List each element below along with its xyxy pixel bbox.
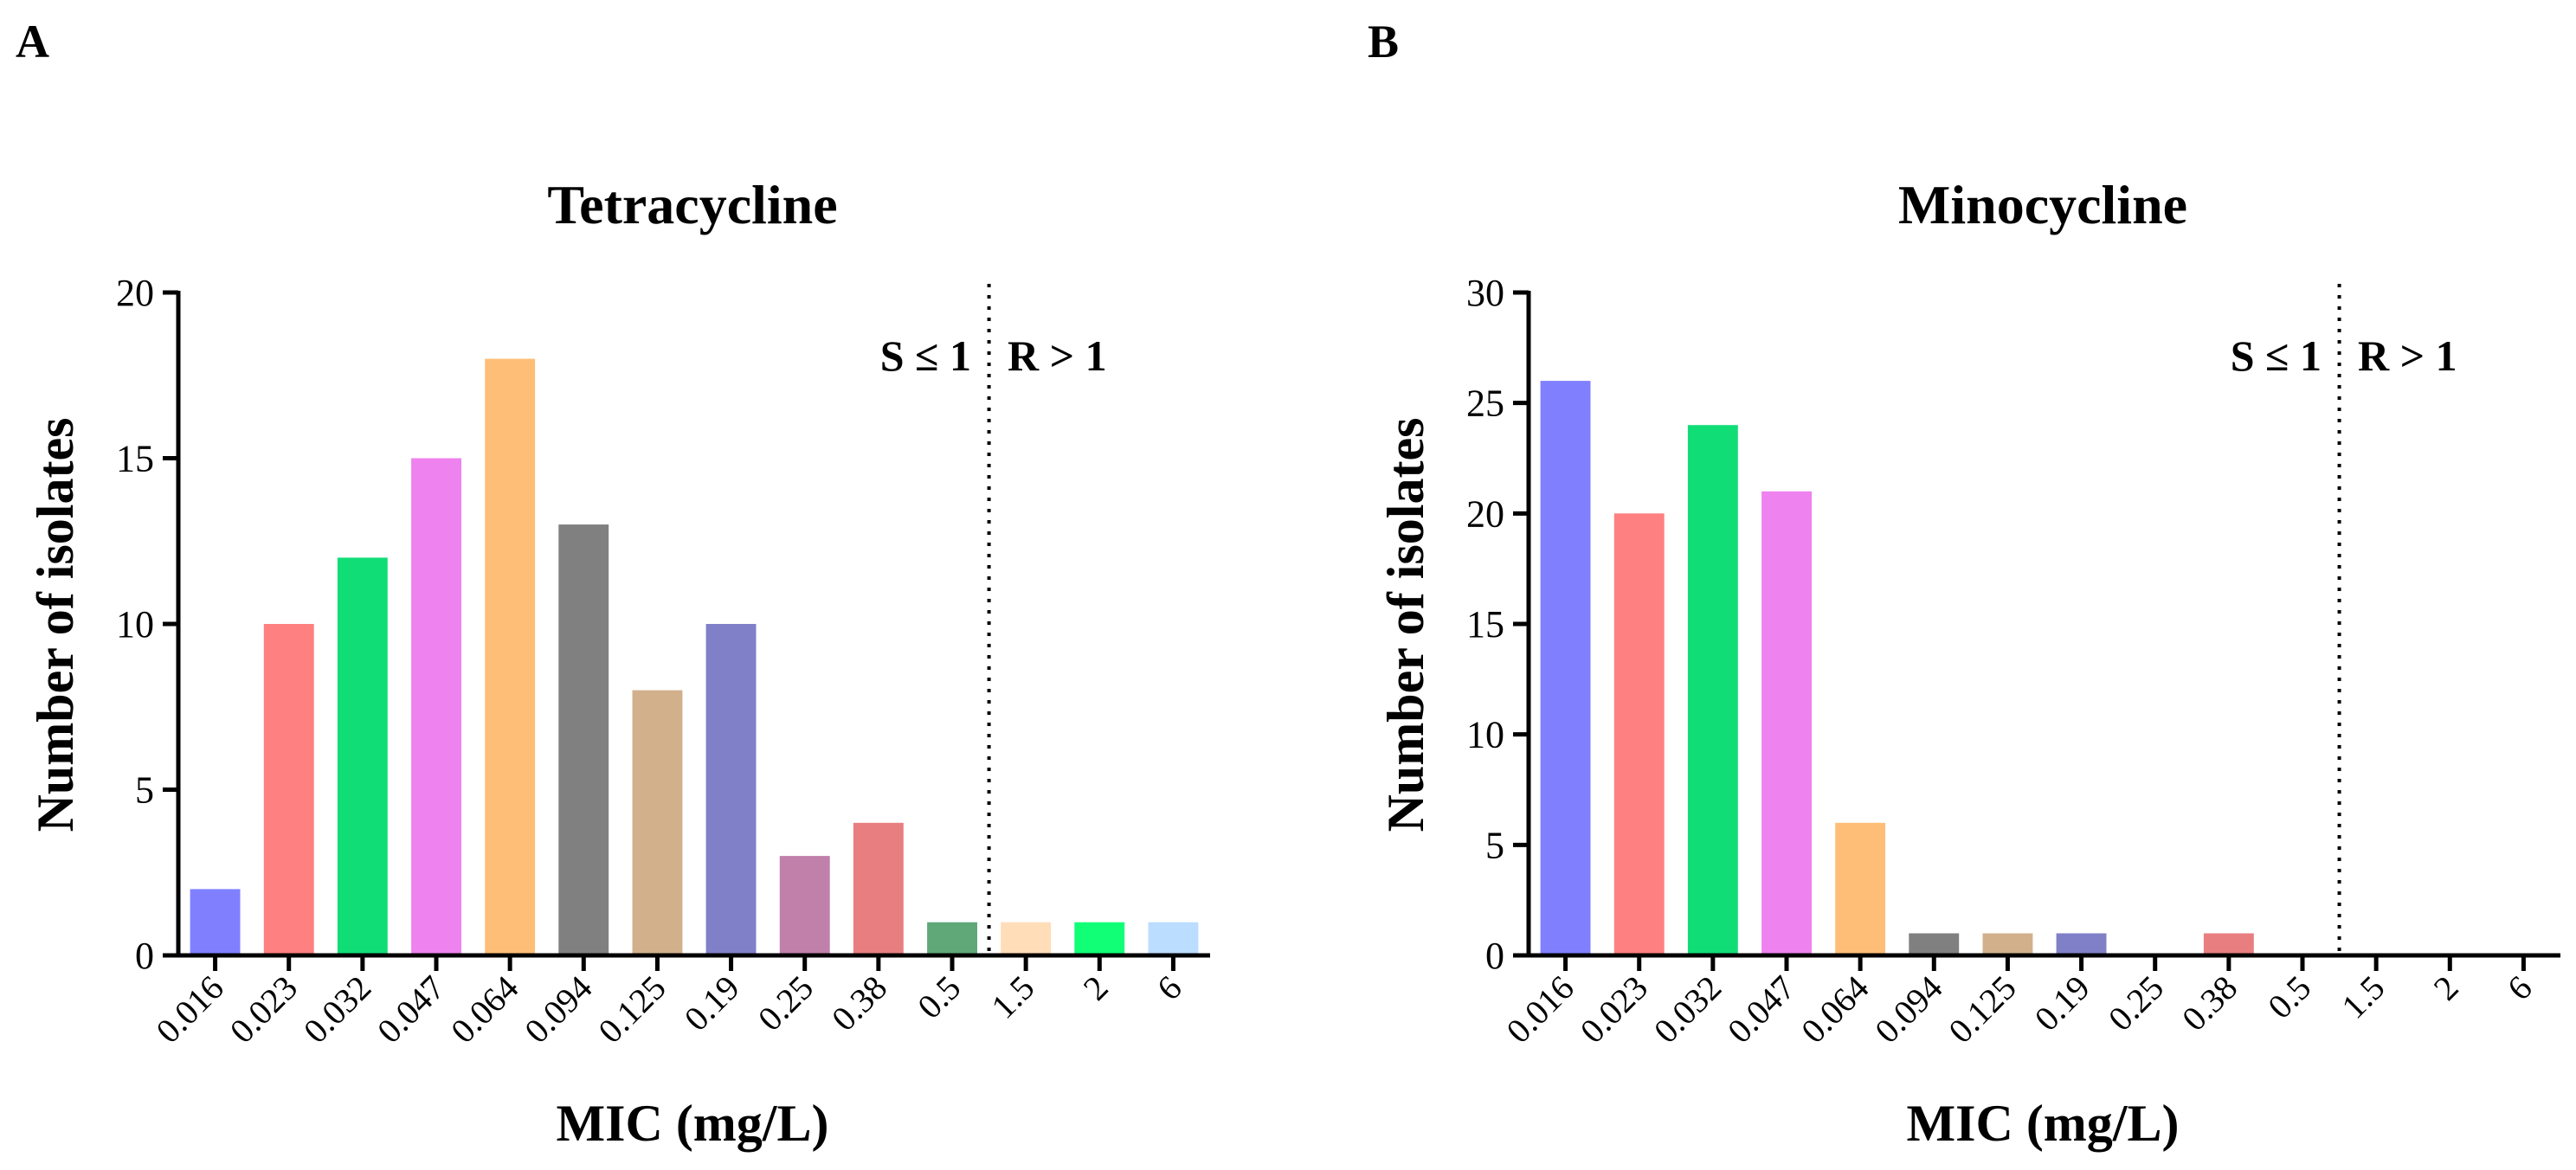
y-tick-label: 5: [1485, 824, 1504, 866]
x-tick-label: 0.38: [2174, 968, 2244, 1038]
x-tick-label: 0.064: [443, 968, 525, 1051]
y-tick-label: 10: [1466, 714, 1504, 756]
y-tick-label: 10: [116, 603, 154, 646]
x-tick-label: 0.032: [1646, 968, 1729, 1051]
chart-title: Minocycline: [1898, 174, 2187, 235]
x-tick-label: 0.047: [370, 968, 452, 1051]
x-tick-label: 0.064: [1794, 968, 1876, 1051]
x-tick-label: 0.023: [1573, 968, 1655, 1051]
susceptible-breakpoint-label: S ≤ 1: [880, 331, 971, 380]
x-axis-title: MIC (mg/L): [557, 1095, 829, 1152]
resistant-breakpoint-label: R > 1: [2358, 331, 2457, 380]
bar-0.125: [1982, 933, 2033, 955]
bar-0.064: [485, 358, 536, 956]
bar-0.19: [2056, 933, 2107, 955]
bar-2: [1074, 922, 1125, 955]
bar-0.25: [779, 856, 830, 955]
bar-0.094: [558, 524, 609, 955]
x-tick-label: 0.19: [677, 968, 747, 1038]
bar-0.064: [1835, 822, 1886, 955]
x-tick-label: 1.5: [2334, 968, 2392, 1026]
bar-0.38: [2203, 933, 2254, 955]
x-tick-label: 0.094: [1867, 968, 1949, 1051]
bar-1.5: [1001, 922, 1052, 955]
panel-letter: B: [1368, 16, 1399, 68]
x-tick-label: 0.016: [148, 968, 230, 1051]
bar-0.016: [1540, 381, 1591, 956]
x-axis-title: MIC (mg/L): [1907, 1095, 2180, 1152]
plot-area: 051015200.0160.0230.0320.0470.0640.0940.…: [116, 272, 1210, 1051]
x-tick-label: 2: [1076, 968, 1116, 1008]
x-tick-label: 0.19: [2027, 968, 2097, 1038]
x-tick-label: 0.125: [1941, 968, 2023, 1051]
y-tick-label: 15: [1466, 603, 1504, 646]
bar-0.016: [190, 889, 241, 955]
bar-6: [1148, 922, 1199, 955]
bar-0.023: [263, 624, 314, 955]
y-tick-label: 25: [1466, 382, 1504, 425]
y-tick-label: 20: [116, 272, 154, 314]
bar-0.047: [411, 458, 461, 955]
bar-0.125: [632, 690, 683, 955]
x-tick-label: 0.094: [517, 968, 599, 1051]
panel-a: A Tetracycline MIC (mg/L) Number of isol…: [16, 16, 1210, 1152]
plot-area: 0 5 10 15 20 25 30 0.0160.0230.0320.0470.0640.0…: [1466, 272, 2560, 1051]
x-tick-label: 6: [1150, 968, 1189, 1008]
bar-0.19: [705, 624, 757, 955]
x-tick-label: 1.5: [983, 968, 1041, 1026]
bar-0.094: [1909, 933, 1960, 955]
x-tick-label: 0.5: [2260, 968, 2318, 1026]
x-tick-label: 2: [2426, 968, 2466, 1008]
bar-0.5: [927, 922, 977, 955]
y-tick-label: 30: [1466, 272, 1504, 314]
y-axis-title: Number of isolates: [1377, 418, 1434, 832]
x-tick-label: 0.047: [1720, 968, 1802, 1051]
x-tick-label: 0.125: [590, 968, 673, 1051]
bar-0.023: [1613, 513, 1665, 955]
bar-0.032: [337, 557, 388, 955]
panel-letter: A: [16, 16, 49, 68]
x-tick-label: 6: [2500, 968, 2540, 1008]
chart-title: Tetracycline: [547, 174, 837, 235]
y-tick-label: 15: [116, 438, 154, 480]
y-tick-label: 0: [135, 935, 154, 977]
x-tick-label: 0.5: [910, 968, 968, 1026]
x-tick-label: 0.25: [750, 968, 821, 1038]
y-tick-label: 5: [135, 769, 154, 812]
y-tick-label: 0: [1485, 935, 1504, 977]
susceptible-breakpoint-label: S ≤ 1: [2231, 331, 2322, 380]
x-tick-label: 0.032: [296, 968, 378, 1051]
bar-0.032: [1687, 425, 1738, 955]
y-axis-title: Number of isolates: [27, 418, 84, 832]
bar-0.047: [1761, 491, 1812, 955]
bar-0.38: [853, 822, 904, 955]
x-tick-label: 0.25: [2101, 968, 2171, 1038]
x-tick-label: 0.023: [222, 968, 305, 1051]
y-tick-label: 20: [1466, 492, 1504, 535]
resistant-breakpoint-label: R > 1: [1008, 331, 1107, 380]
x-tick-label: 0.38: [824, 968, 894, 1038]
panel-b: B Minocycline MIC (mg/L) Number of isola…: [1368, 16, 2560, 1152]
x-tick-label: 0.016: [1498, 968, 1581, 1051]
